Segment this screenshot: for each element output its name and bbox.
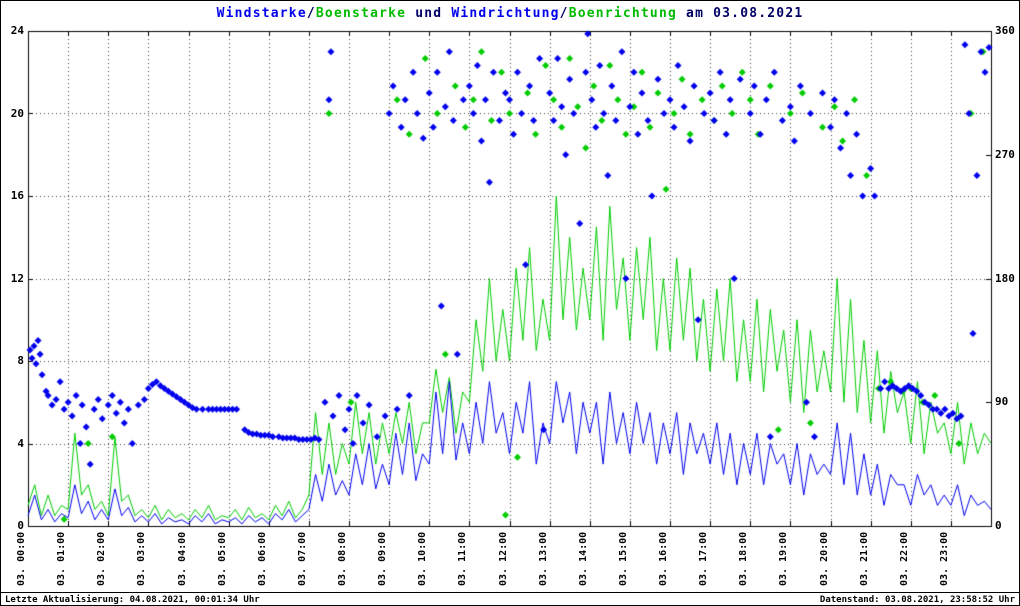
x-axis-label: 03. 11:00 <box>457 531 469 586</box>
last-update-text: Letzte Aktualisierung: 04.08.2021, 00:01… <box>5 595 260 605</box>
x-axis-label: 03. 23:00 <box>938 531 950 586</box>
y-axis-label: 12 <box>10 271 24 285</box>
x-axis-label: 03. 07:00 <box>296 531 308 586</box>
title-segment: / <box>559 6 569 21</box>
x-axis-label: 03. 03:00 <box>136 531 148 586</box>
data-timestamp-text: Datenstand: 03.08.2021, 23:58:52 Uhr <box>819 595 1015 605</box>
x-axis-label: 03. 15:00 <box>617 531 629 586</box>
y-axis-label: 0 <box>17 519 24 532</box>
chart-title: Windstarke/Boenstarke und Windrichtung/B… <box>1 6 1019 21</box>
x-axis-label: 03. 13:00 <box>537 531 549 586</box>
x-axis-label: 03. 18:00 <box>738 531 750 586</box>
footer-divider <box>1 592 1019 593</box>
title-segment: Windrichtung <box>451 6 560 21</box>
title-segment: Windstarke <box>216 6 307 21</box>
x-axis-label: 03. 22:00 <box>898 531 910 586</box>
y-axis-label: 8 <box>17 354 24 367</box>
x-axis-label: 03. 16:00 <box>658 531 669 586</box>
y2-axis-label: 180 <box>995 271 1015 285</box>
y2-axis-label: 270 <box>995 147 1015 161</box>
x-axis-label: 03. 21:00 <box>858 531 870 586</box>
x-axis-label: 03. 14:00 <box>577 531 589 586</box>
x-axis-label: 03. 12:00 <box>497 531 509 586</box>
y-axis-label: 20 <box>10 106 24 120</box>
y-axis-label: 24 <box>10 24 24 37</box>
x-axis-label: 03. 02:00 <box>96 531 108 586</box>
y-axis-label: 16 <box>10 189 24 202</box>
x-axis-label: 03. 01:00 <box>56 531 68 586</box>
y2-axis-label: 360 <box>995 24 1015 37</box>
x-axis-label: 03. 09:00 <box>377 531 389 586</box>
x-axis-label: 03. 05:00 <box>216 531 228 586</box>
x-axis-label: 03. 17:00 <box>698 531 710 586</box>
y2-axis-label: 0 <box>995 519 1002 532</box>
y2-axis-label: 90 <box>995 395 1009 409</box>
x-axis-label: 03. 20:00 <box>818 531 830 586</box>
x-axis-label: 03. 00:00 <box>16 531 27 586</box>
x-axis-label: 03. 06:00 <box>256 531 268 586</box>
title-segment: und <box>406 6 452 21</box>
title-segment: Boenstarke <box>315 6 407 21</box>
x-axis-label: 03. 08:00 <box>337 531 348 586</box>
x-axis-label: 03. 04:00 <box>176 531 188 586</box>
x-axis-label: 03. 10:00 <box>417 531 429 586</box>
title-segment: Boenrichtung <box>568 6 678 21</box>
y-axis-label: 4 <box>17 436 24 450</box>
x-axis-label: 03. 19:00 <box>778 531 790 586</box>
title-segment: am 03.08.2021 <box>677 6 804 21</box>
title-segment: / <box>306 6 316 21</box>
